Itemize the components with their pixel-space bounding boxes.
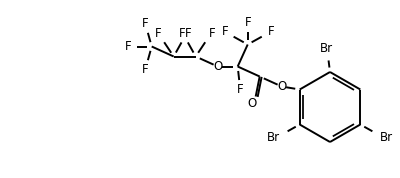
Text: F: F <box>141 17 148 30</box>
Text: F: F <box>184 27 191 40</box>
Text: F: F <box>124 40 131 53</box>
Text: Br: Br <box>267 131 280 144</box>
Text: O: O <box>213 60 222 73</box>
Text: F: F <box>267 25 274 38</box>
Text: Br: Br <box>380 131 393 144</box>
Text: F: F <box>154 27 161 40</box>
Text: F: F <box>244 16 251 29</box>
Text: F: F <box>236 83 243 96</box>
Text: O: O <box>277 80 286 93</box>
Text: F: F <box>141 63 148 76</box>
Text: F: F <box>221 25 228 38</box>
Text: F: F <box>208 27 215 40</box>
Text: Br: Br <box>320 41 332 54</box>
Text: O: O <box>247 97 256 110</box>
Text: F: F <box>178 27 185 40</box>
